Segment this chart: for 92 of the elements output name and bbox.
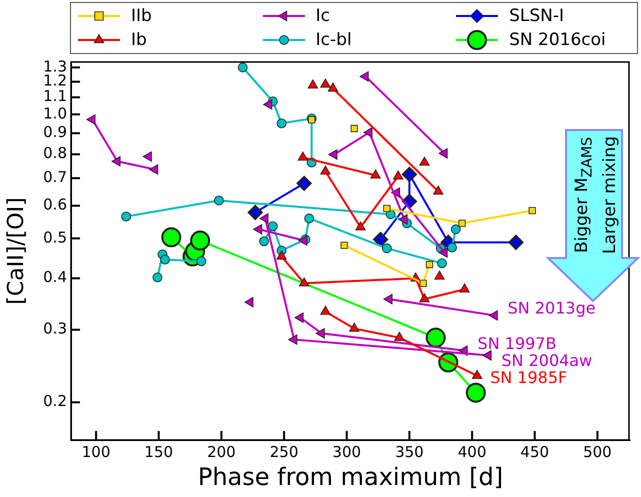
annotation: SN 2013ge xyxy=(508,298,596,318)
point xyxy=(238,62,248,72)
y-tick-label: 0.2 xyxy=(43,392,67,410)
point xyxy=(349,322,360,332)
point xyxy=(276,250,287,260)
y-tick-label: 0.9 xyxy=(43,123,67,142)
point xyxy=(466,382,486,403)
point xyxy=(434,270,445,280)
point xyxy=(304,214,314,224)
point xyxy=(363,127,372,138)
point xyxy=(268,221,278,232)
y-tick-label: 0.6 xyxy=(43,196,67,214)
point xyxy=(419,156,430,166)
point xyxy=(294,312,304,323)
point xyxy=(121,212,132,222)
point xyxy=(419,293,430,302)
point xyxy=(320,166,331,175)
point xyxy=(459,283,470,293)
point xyxy=(447,242,457,252)
point xyxy=(111,156,121,167)
y-axis-title: [CaII]/[OI] xyxy=(4,197,29,305)
point xyxy=(373,232,388,247)
x-axis-title: Phase from maximum [d] xyxy=(198,462,504,491)
point xyxy=(426,328,446,348)
point xyxy=(394,332,405,341)
point xyxy=(402,166,417,182)
x-tick-label: 350 xyxy=(395,442,424,461)
annotation: SN 1985F xyxy=(490,368,568,387)
point xyxy=(382,243,392,254)
point xyxy=(298,277,310,286)
point xyxy=(308,116,316,124)
legend-label: Ic xyxy=(316,6,330,26)
point xyxy=(160,254,170,265)
point xyxy=(320,306,331,315)
point xyxy=(426,260,434,268)
point xyxy=(190,230,210,251)
point xyxy=(142,151,152,162)
point xyxy=(398,214,408,225)
point xyxy=(528,207,536,214)
point xyxy=(392,170,404,180)
y-tick-label: 1.0 xyxy=(43,104,67,122)
y-tick-label: 0.5 xyxy=(43,228,67,246)
point xyxy=(350,124,358,132)
point xyxy=(308,79,318,89)
point xyxy=(296,176,312,191)
point xyxy=(248,204,263,220)
legend-label: IIb xyxy=(131,6,152,26)
annotation: SN 1997B xyxy=(478,334,556,353)
point xyxy=(152,272,162,282)
point xyxy=(86,114,96,125)
point xyxy=(383,204,390,212)
point xyxy=(340,242,348,249)
x-tick-label: 100 xyxy=(82,442,110,461)
legend-label: SN 2016coi xyxy=(509,30,606,50)
point xyxy=(482,350,492,361)
point xyxy=(355,221,366,230)
x-tick-label: 450 xyxy=(520,442,550,461)
point xyxy=(161,227,182,248)
annotation: SN 2004aw xyxy=(501,350,592,370)
point xyxy=(328,149,338,160)
point xyxy=(316,328,325,339)
point xyxy=(508,234,524,250)
annotation: Larger mixing xyxy=(599,135,622,256)
x-tick-label: 300 xyxy=(332,442,362,461)
point xyxy=(420,280,427,287)
point xyxy=(288,334,298,345)
y-tick-label: 0.7 xyxy=(43,168,67,186)
point xyxy=(458,220,466,227)
x-tick-label: 150 xyxy=(144,442,174,461)
legend-label: SLSN-I xyxy=(509,6,564,26)
y-tick-label: 0.4 xyxy=(43,268,67,286)
y-tick-label: 0.8 xyxy=(43,144,67,162)
point xyxy=(263,99,272,110)
point xyxy=(244,297,254,308)
x-tick-label: 400 xyxy=(458,442,486,461)
point xyxy=(437,258,447,268)
legend-label: Ib xyxy=(131,30,147,50)
point xyxy=(196,256,206,266)
point xyxy=(259,213,268,224)
point xyxy=(259,236,269,246)
legend-label: Ic-bl xyxy=(316,30,352,50)
point xyxy=(472,370,482,379)
x-tick-label: 250 xyxy=(270,442,298,461)
point xyxy=(276,118,286,128)
point xyxy=(450,224,461,234)
y-tick-label: 0.3 xyxy=(43,320,67,338)
point xyxy=(214,196,224,206)
x-tick-label: 200 xyxy=(207,442,236,461)
point xyxy=(320,78,331,88)
point xyxy=(149,164,158,175)
y-tick-label: 1.1 xyxy=(43,87,67,106)
x-tick-label: 500 xyxy=(583,442,612,461)
